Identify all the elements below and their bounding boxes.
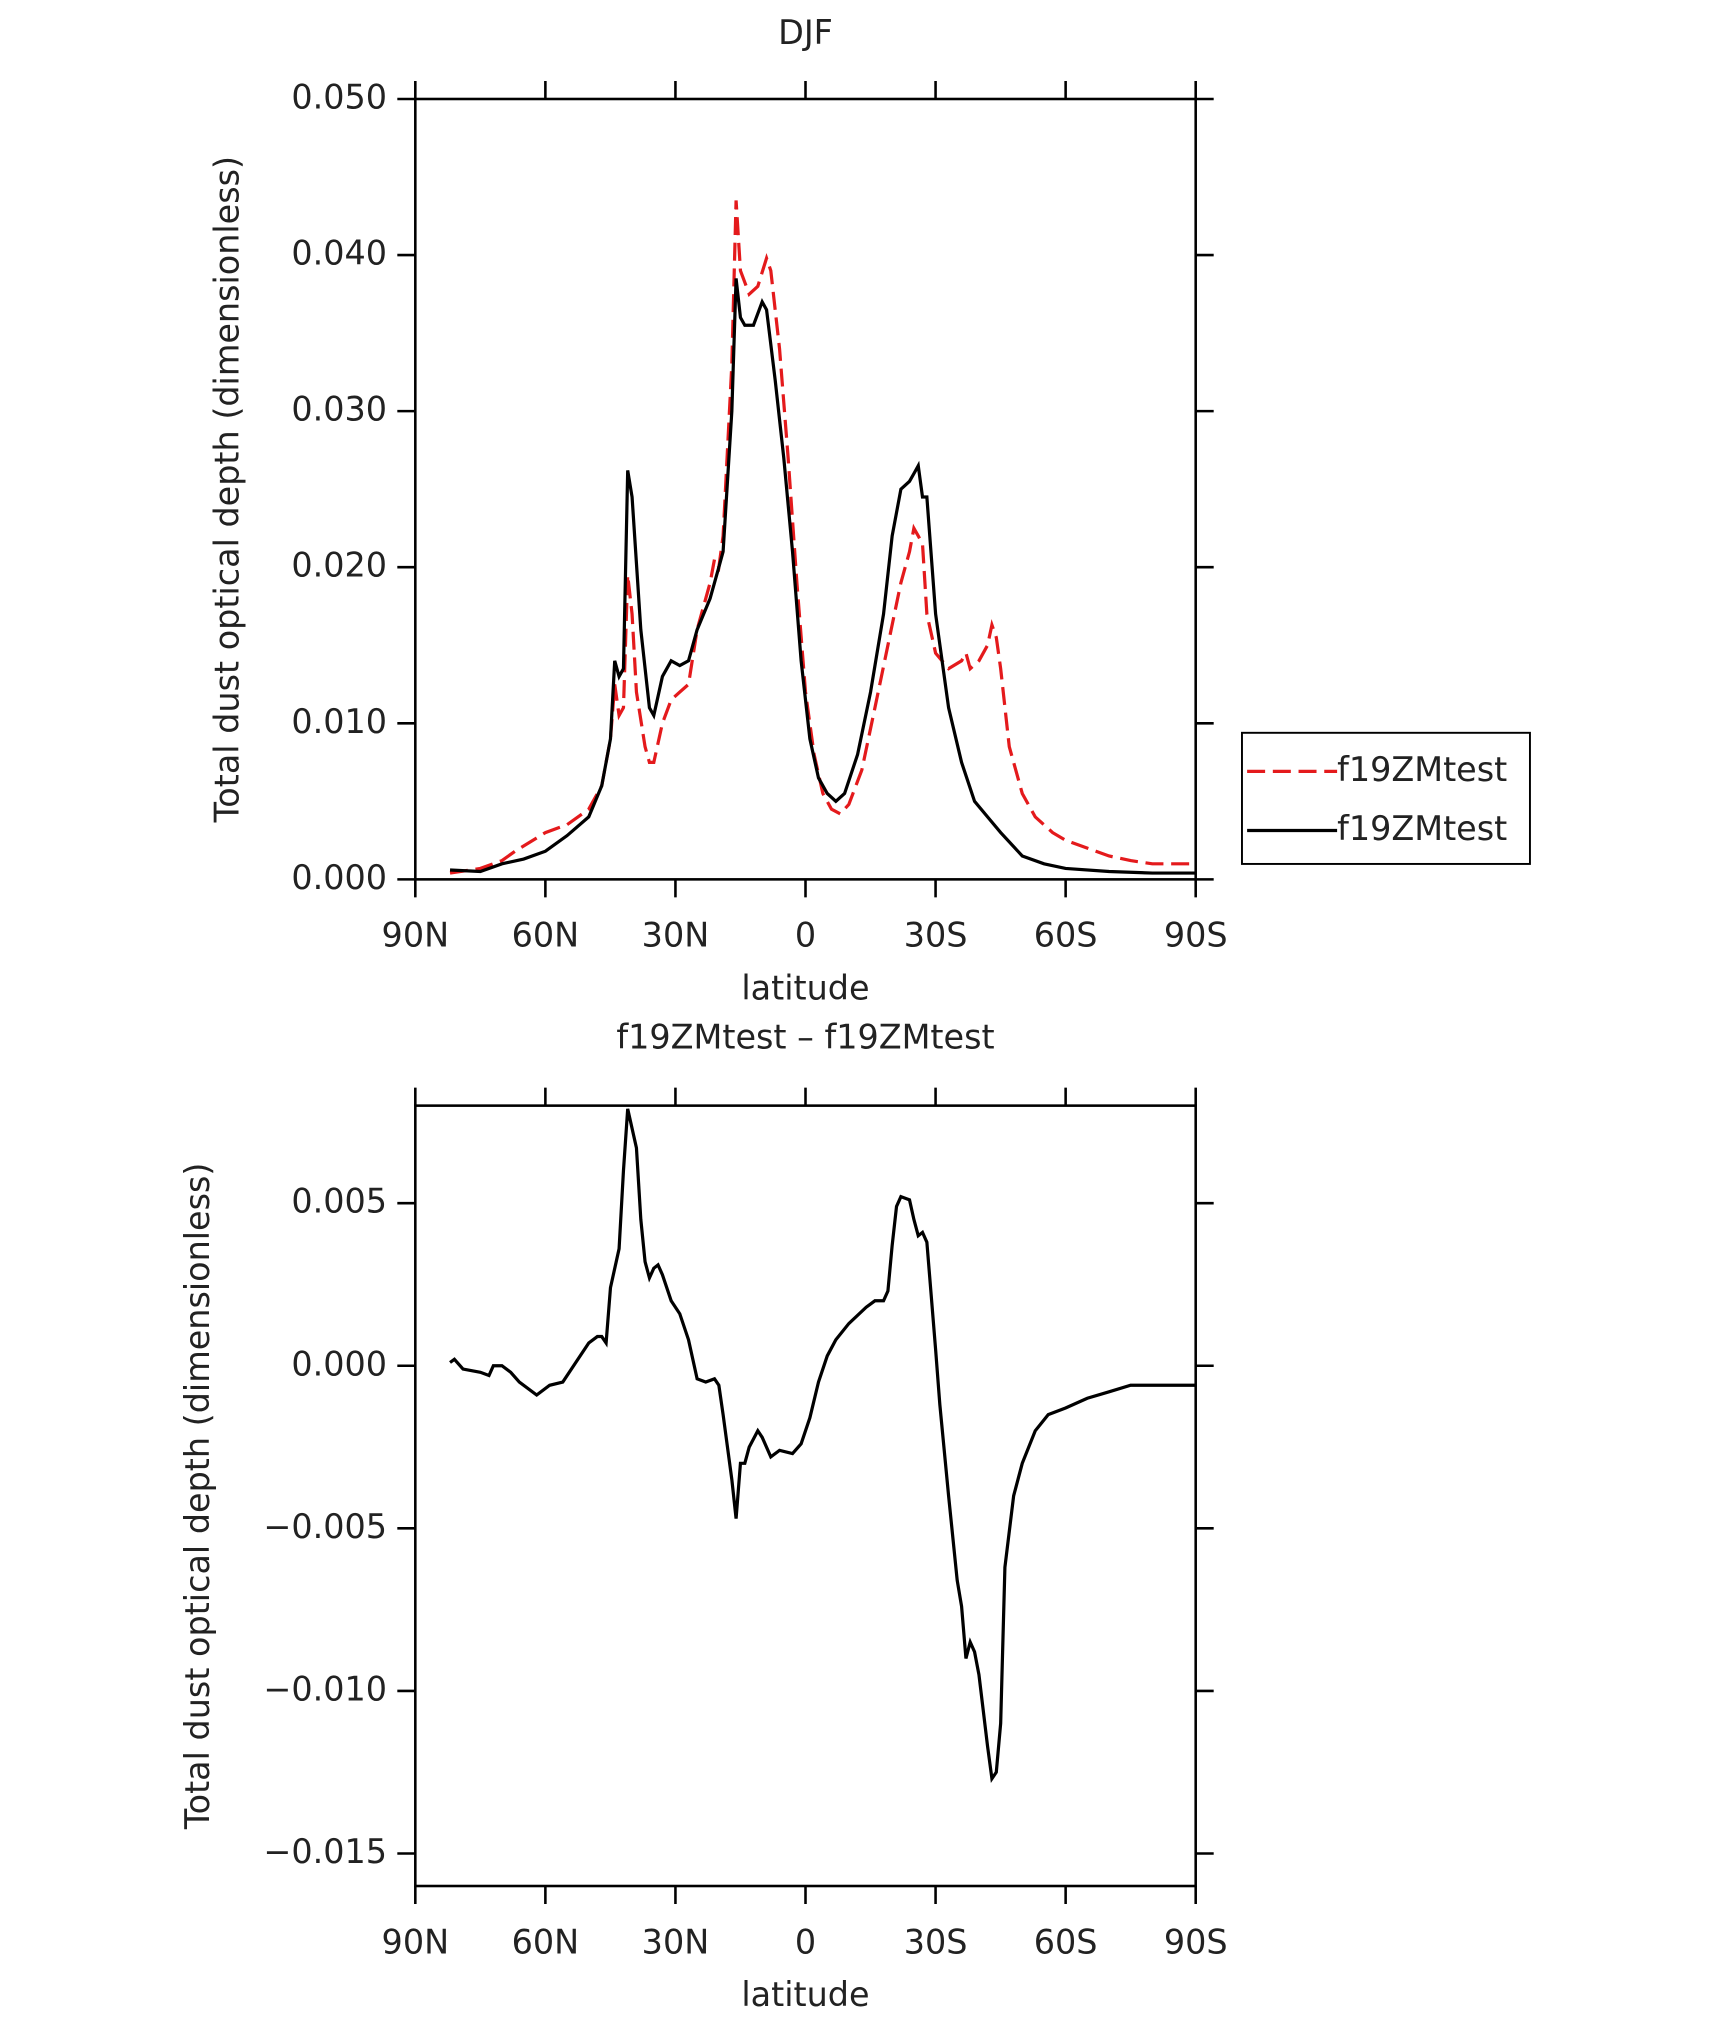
legend-label: f19ZMtest — [1337, 750, 1507, 789]
x-tick-label: 30N — [642, 1922, 710, 1961]
x-tick-label: 90S — [1164, 1922, 1228, 1961]
x-tick-label: 90N — [382, 916, 450, 955]
y-axis-label: Total dust optical depth (dimensionless) — [207, 156, 246, 824]
plot-frame — [414, 97, 1197, 881]
y-tick-label: 0.050 — [291, 77, 387, 116]
y-tick-label: −0.010 — [263, 1669, 387, 1708]
x-axis-label: latitude — [741, 968, 869, 1007]
y-tick-label: 0.010 — [291, 702, 387, 741]
x-tick-label: 60N — [512, 1922, 580, 1961]
y-axis-label: Total dust optical depth (dimensionless) — [178, 1163, 217, 1831]
y-tick-label: 0.030 — [291, 390, 387, 429]
x-tick-label: 0 — [795, 916, 816, 955]
series-line — [449, 200, 1196, 875]
y-tick-label: 0.000 — [291, 1344, 387, 1383]
x-tick-label: 60S — [1034, 916, 1098, 955]
plot-frame — [414, 1104, 1197, 1888]
x-tick-label: 90S — [1164, 916, 1228, 955]
y-tick-label: 0.040 — [291, 234, 387, 273]
x-axis-label: latitude — [741, 1975, 869, 2014]
series-line — [449, 278, 1196, 875]
y-tick-label: 0.000 — [291, 858, 387, 897]
series-line — [449, 1108, 1196, 1784]
y-tick-label: −0.015 — [263, 1832, 387, 1871]
chart-title: DJF — [778, 13, 833, 52]
x-tick-label: 0 — [795, 1922, 816, 1961]
y-tick-label: −0.005 — [263, 1507, 387, 1546]
chart-title: f19ZMtest – f19ZMtest — [616, 1017, 994, 1056]
legend-label: f19ZMtest — [1337, 809, 1507, 848]
x-tick-label: 60S — [1034, 1922, 1098, 1961]
x-tick-label: 30S — [904, 916, 968, 955]
x-tick-label: 90N — [382, 1922, 450, 1961]
x-tick-label: 60N — [512, 916, 580, 955]
y-tick-label: 0.005 — [291, 1182, 387, 1221]
legend-box — [1241, 731, 1531, 865]
x-tick-label: 30N — [642, 916, 710, 955]
y-tick-label: 0.020 — [291, 546, 387, 585]
x-tick-label: 30S — [904, 1922, 968, 1961]
